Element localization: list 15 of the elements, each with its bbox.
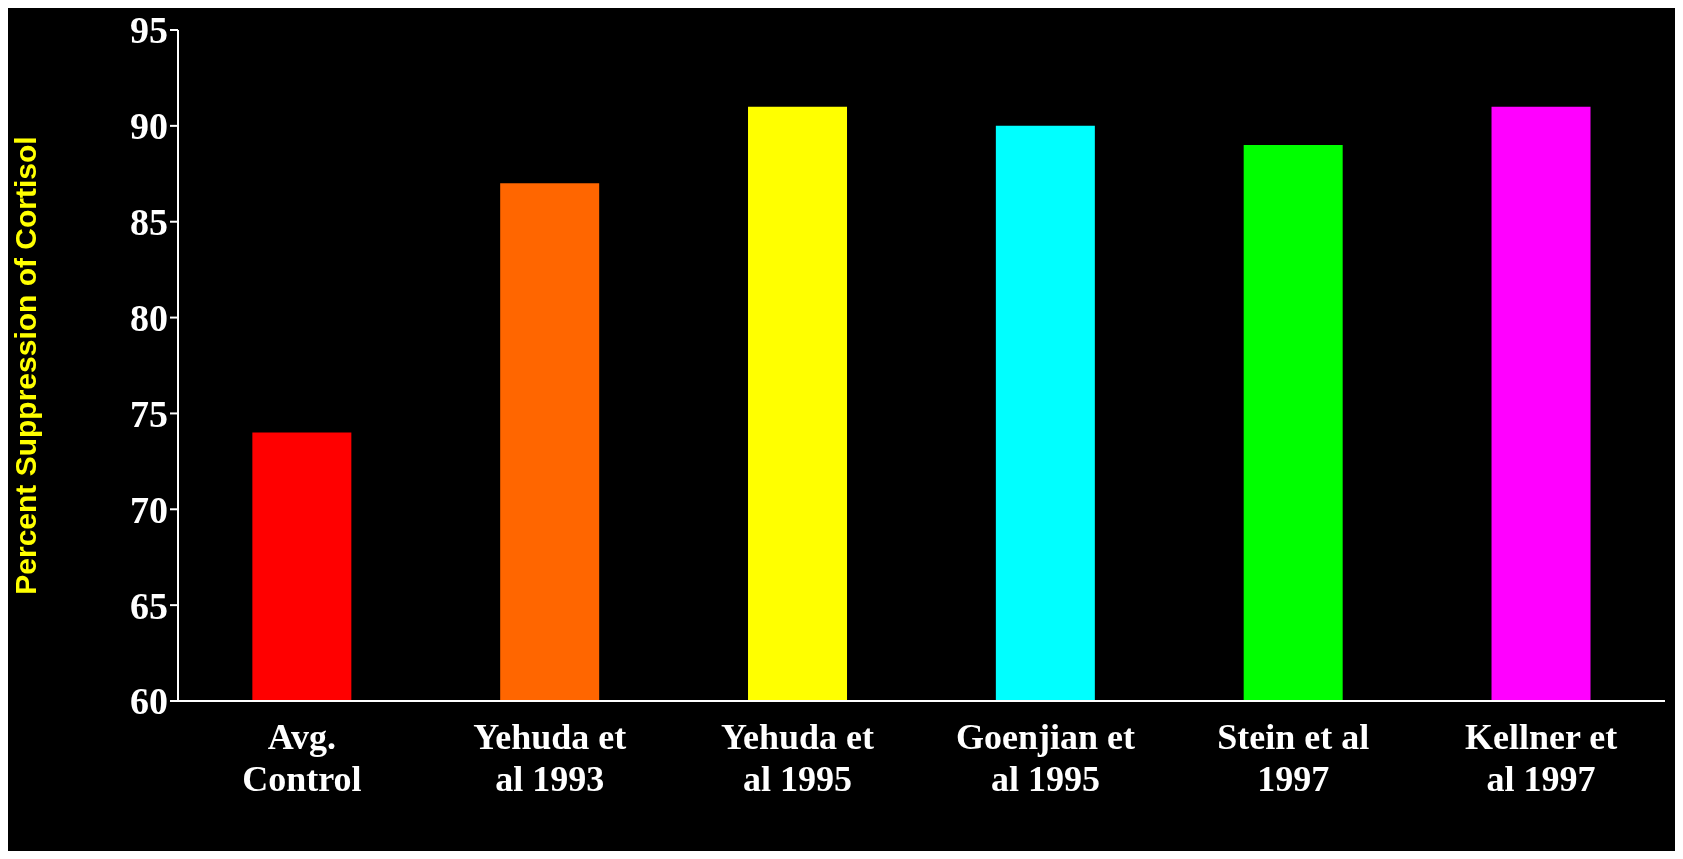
x-tick-label: Yehuda et al 1995	[721, 717, 875, 799]
y-tick-label: 75	[130, 392, 168, 435]
y-tick-label: 60	[130, 680, 168, 723]
y-tick-label: 95	[130, 9, 168, 52]
y-tick-label: 65	[130, 584, 168, 627]
x-tick-label: Yehuda et al 1993	[473, 717, 627, 799]
x-tick-label: Avg. Control	[242, 717, 362, 799]
y-tick-label: 70	[130, 488, 168, 531]
y-tick-label: 80	[130, 297, 168, 340]
y-axis-title: Percent Suppression of Cortisol	[8, 136, 42, 595]
x-tick-label: Stein et al 1997	[1217, 717, 1370, 799]
x-tick-label: Goenjian et al 1995	[955, 717, 1135, 799]
y-tick-label: 90	[130, 105, 168, 148]
y-tick-label: 85	[130, 201, 168, 244]
x-tick-label: Kellner et al 1997	[1464, 717, 1618, 799]
